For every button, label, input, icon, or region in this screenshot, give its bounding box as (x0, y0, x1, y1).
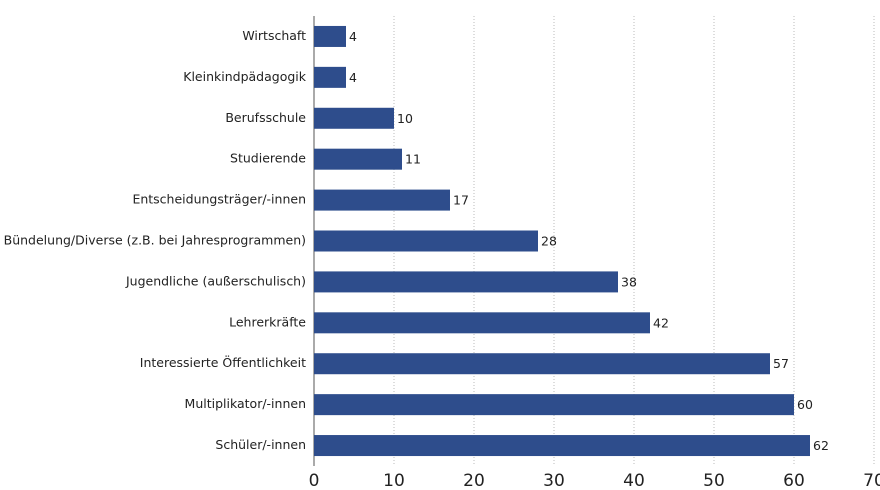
y-tick-label: Multiplikator/-innen (185, 396, 306, 411)
value-label: 57 (773, 356, 789, 371)
bar (314, 435, 810, 457)
value-label: 28 (541, 234, 557, 249)
value-label: 38 (621, 274, 637, 289)
y-tick-label: Studierende (230, 151, 306, 166)
value-label: 17 (453, 193, 469, 208)
x-tick-label: 0 (309, 471, 320, 490)
bar (314, 189, 450, 211)
bar (314, 230, 538, 252)
x-tick-label: 60 (783, 471, 805, 490)
bar (314, 66, 346, 88)
x-tick-label: 30 (543, 471, 565, 490)
y-tick-label: Bündelung/Diverse (z.B. bei Jahresprogra… (4, 233, 306, 248)
bar (314, 107, 394, 129)
x-tick-label: 10 (383, 471, 405, 490)
x-tick-label: 40 (623, 471, 645, 490)
y-tick-label: Wirtschaft (242, 28, 306, 43)
y-tick-label: Schüler/-innen (215, 437, 306, 452)
y-tick-label: Berufsschule (225, 110, 306, 125)
bar (314, 312, 650, 334)
bar (314, 25, 346, 47)
value-label: 4 (349, 29, 357, 44)
value-label: 10 (397, 111, 413, 126)
y-tick-label: Jugendliche (außerschulisch) (125, 273, 306, 288)
y-tick-label: Kleinkindpädagogik (183, 69, 307, 84)
y-tick-label: Lehrerkräfte (229, 314, 306, 329)
bar (314, 271, 618, 293)
y-tick-label: Interessierte Öffentlichkeit (140, 354, 306, 370)
value-label: 60 (797, 397, 813, 412)
bar (314, 394, 794, 416)
value-label: 11 (405, 152, 421, 167)
value-label: 62 (813, 438, 829, 453)
bar (314, 148, 402, 170)
x-tick-label: 50 (703, 471, 725, 490)
y-tick-label: Entscheidungsträger/-innen (132, 192, 306, 207)
value-label: 42 (653, 315, 669, 330)
x-tick-label: 20 (463, 471, 485, 490)
value-label: 4 (349, 70, 357, 85)
bar (314, 353, 770, 375)
x-tick-label: 70 (863, 471, 880, 490)
